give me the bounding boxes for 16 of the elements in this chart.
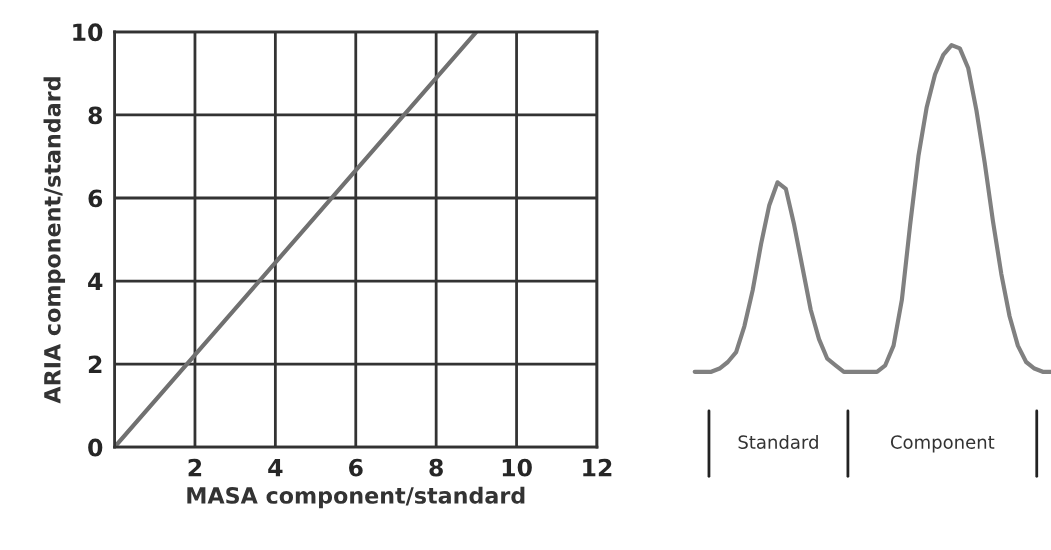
y-tick-label: 8 <box>88 106 102 125</box>
y-tick-label: 0 <box>88 438 103 457</box>
y-tick-label: 2 <box>88 355 102 374</box>
y-tick-label: 10 <box>73 23 103 42</box>
x-tick-label: 12 <box>583 458 612 477</box>
x-tick-label: 4 <box>268 458 283 477</box>
x-tick-label: 10 <box>502 458 532 477</box>
y-tick-label: 6 <box>88 189 103 208</box>
y-tick-label: 4 <box>88 272 103 291</box>
x-tick-label: 6 <box>349 458 363 477</box>
x-axis-title: MASA component/standard <box>187 486 525 509</box>
y-axis-title: ARIA component/standard <box>43 77 66 404</box>
x-tick-label: 2 <box>188 458 202 477</box>
x-tick-label: 8 <box>429 458 443 477</box>
text: Standard <box>738 434 818 449</box>
text: Component <box>890 435 995 453</box>
